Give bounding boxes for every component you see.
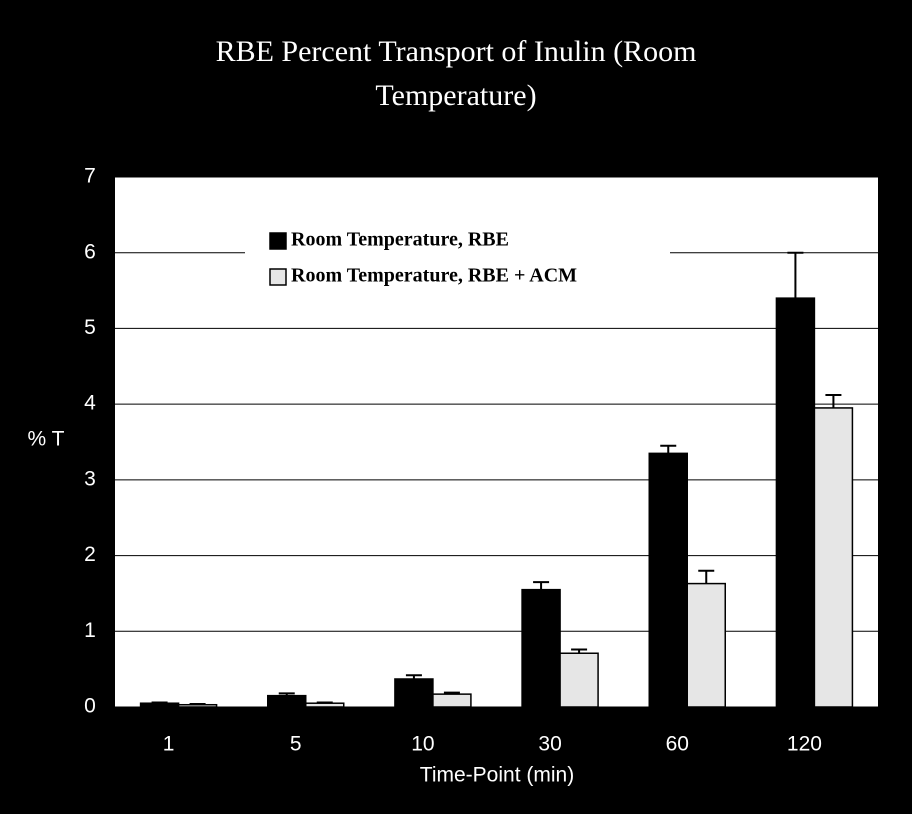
- y-tick-label: 0: [84, 695, 96, 718]
- legend-label: Room Temperature, RBE + ACM: [291, 265, 577, 287]
- legend-label: Room Temperature, RBE: [291, 229, 509, 251]
- error-bar: [151, 701, 168, 704]
- bar: [559, 652, 599, 708]
- y-tick-label: 1: [84, 619, 96, 642]
- x-tick-label: 10: [411, 733, 434, 756]
- legend-box: [245, 225, 670, 303]
- y-axis-label: % T: [28, 428, 65, 451]
- y-tick-label: 6: [84, 240, 96, 263]
- chart-title: RBE Percent Transport of Inulin (Room Te…: [215, 35, 697, 112]
- error-bar: [443, 691, 460, 695]
- legend-swatch: [269, 232, 287, 250]
- error-bar: [660, 444, 677, 454]
- bar: [267, 694, 307, 708]
- x-tick-label: 30: [538, 733, 561, 756]
- bar: [775, 297, 816, 708]
- bar: [177, 703, 218, 708]
- y-tick-label: 5: [84, 316, 96, 339]
- error-bar: [405, 674, 422, 679]
- bar: [139, 702, 180, 708]
- bar: [813, 407, 854, 708]
- bar: [521, 588, 561, 708]
- error-bar: [316, 701, 333, 704]
- x-tick-label: 5: [290, 733, 302, 756]
- x-tick-label: 1: [163, 733, 175, 756]
- x-tick-label: 120: [787, 733, 822, 756]
- bar: [432, 693, 472, 708]
- x-tick-label: 60: [666, 733, 689, 756]
- x-axis-label: Time-Point (min): [420, 764, 574, 787]
- error-bar: [278, 692, 295, 696]
- error-bar: [533, 581, 550, 590]
- bar: [648, 452, 688, 708]
- y-tick-label: 4: [84, 392, 96, 415]
- bar: [394, 678, 434, 708]
- bar: [305, 702, 345, 708]
- legend-swatch: [269, 268, 287, 286]
- bar: [686, 582, 726, 708]
- error-bar: [189, 702, 206, 705]
- y-tick-label: 7: [84, 165, 96, 188]
- error-bar: [787, 251, 804, 299]
- y-tick-label: 2: [84, 543, 96, 566]
- error-bar: [825, 394, 842, 408]
- error-bar: [698, 569, 715, 584]
- y-tick-label: 3: [84, 467, 96, 490]
- error-bar: [571, 648, 588, 654]
